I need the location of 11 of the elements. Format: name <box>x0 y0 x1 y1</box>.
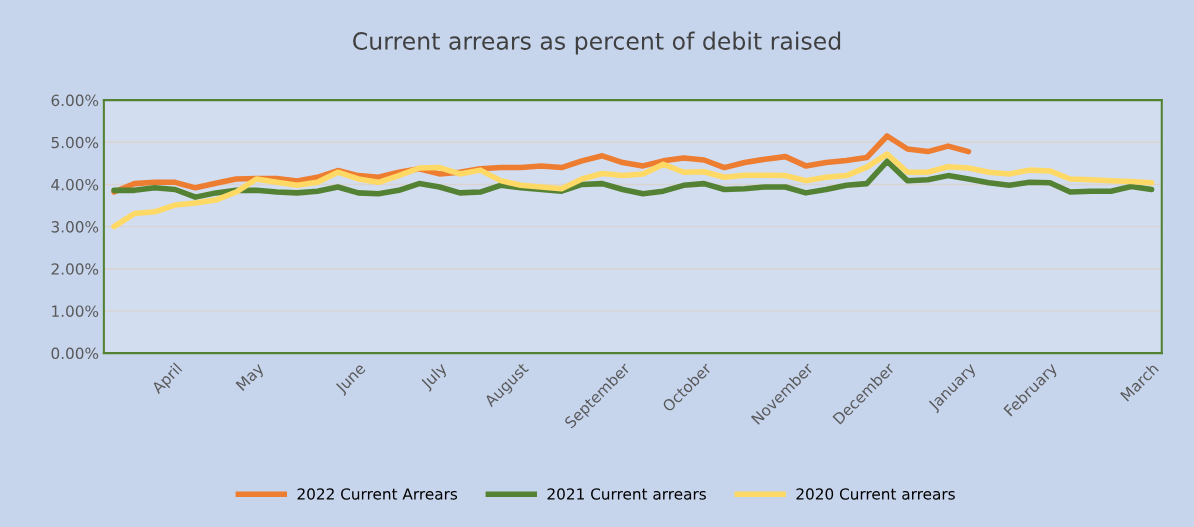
y-tick-label: 2.00% <box>51 263 99 275</box>
y-tick-label: 6.00% <box>51 94 99 107</box>
legend-label: 2020 Current arrears <box>796 488 955 500</box>
y-tick-label: 1.00% <box>52 305 99 317</box>
y-tick-label: 5.00% <box>51 136 99 149</box>
y-tick-label: 3.00% <box>51 221 99 233</box>
y-tick-label: 0.00% <box>51 347 99 360</box>
y-tick-label: 4.00% <box>51 178 99 191</box>
legend-label: 2021 Current arrears <box>547 488 706 500</box>
chart-title: Current arrears as percent of debit raised <box>353 31 841 55</box>
legend-label: 2022 Current Arrears <box>297 488 458 500</box>
